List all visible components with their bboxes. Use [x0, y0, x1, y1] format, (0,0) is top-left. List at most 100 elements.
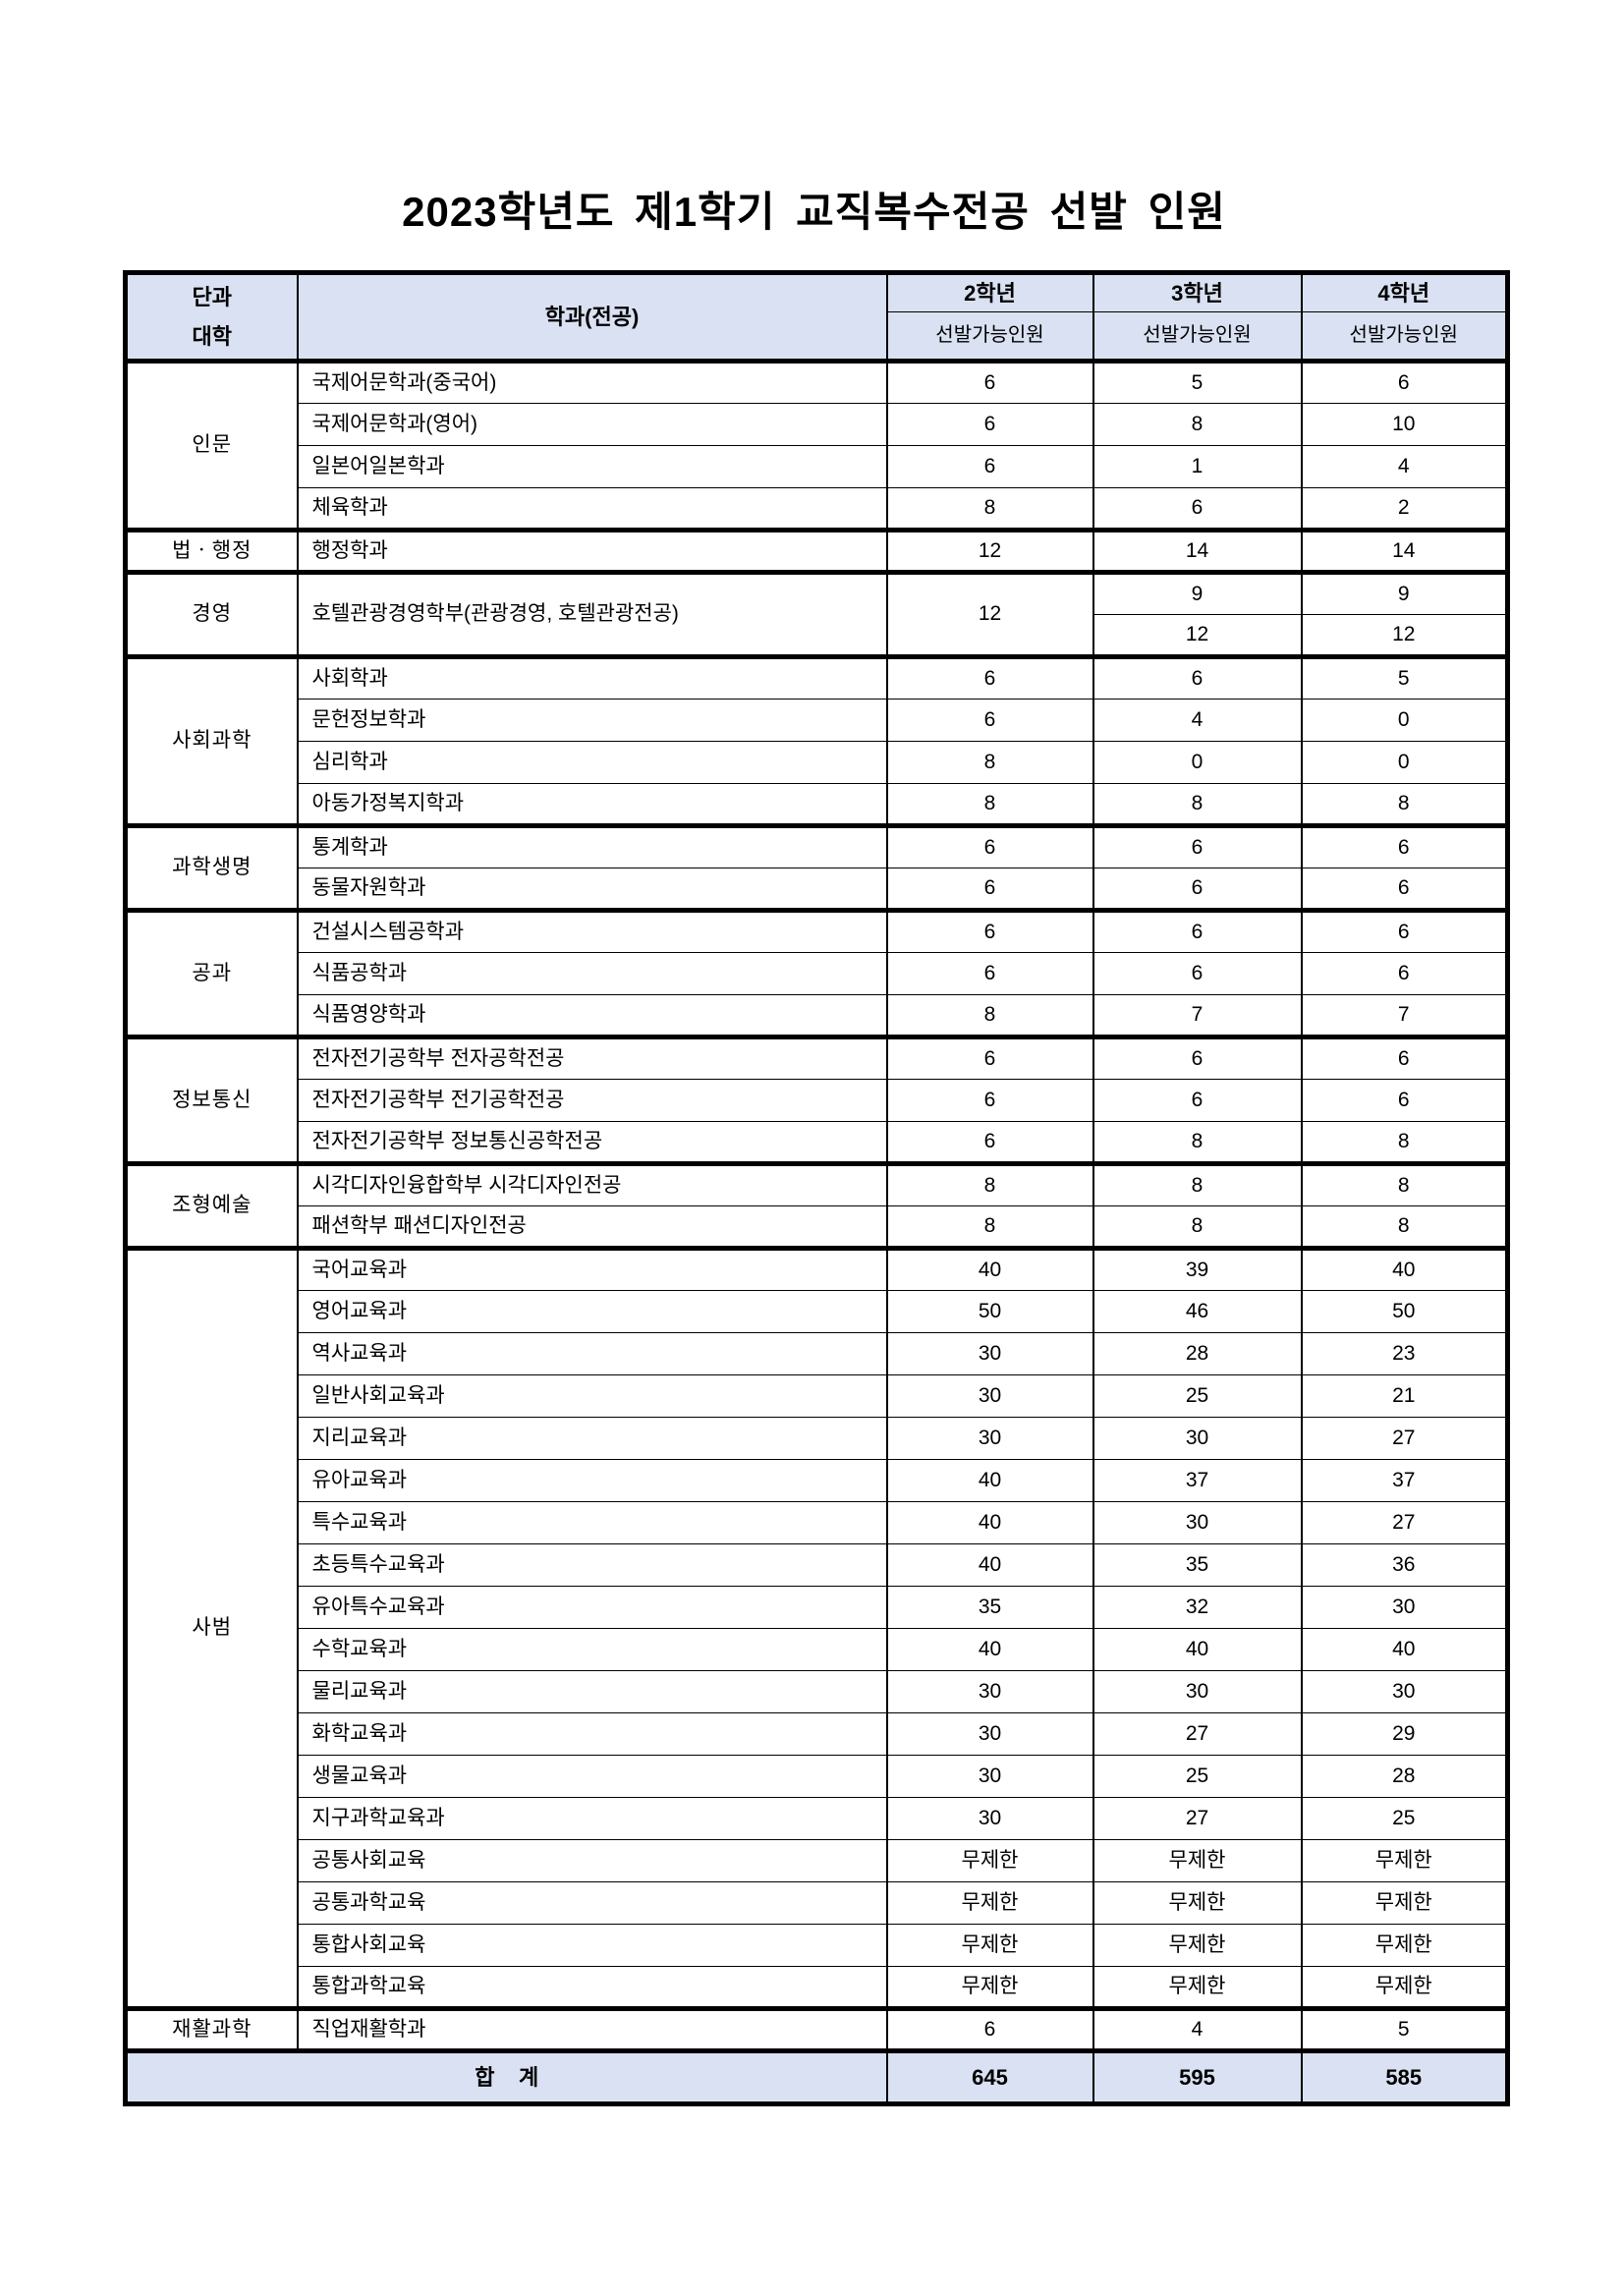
count-cell: 28 — [1092, 1332, 1303, 1375]
table-row: 공과 건설시스템공학과 6 6 6 — [124, 908, 1509, 1037]
count-cell: 6 — [1300, 1079, 1509, 1122]
header-department: 학과(전공) — [296, 272, 888, 362]
table-row: 경영 호텔관광경영학부(관광경영, 호텔관광전공) 12 9 9 — [124, 570, 1509, 657]
count-cell: 12 — [1092, 614, 1303, 657]
college-cell: 사회과학 — [124, 654, 299, 826]
table-row: 유아교육과 40 37 37 — [126, 1459, 1509, 1502]
count-cell: 8 — [885, 1205, 1094, 1249]
count-cell: 6 — [1300, 952, 1509, 995]
count-cell: 8 — [1300, 1121, 1509, 1164]
table-row: 초등특수교육과 40 35 36 — [126, 1543, 1509, 1587]
count-cell: 0 — [1300, 741, 1509, 784]
count-cell: 27 — [1300, 1417, 1509, 1460]
count-cell: 무제한 — [885, 1924, 1094, 1967]
count-cell: 25 — [1092, 1755, 1303, 1798]
table-row: 수학교육과 40 40 40 — [126, 1628, 1509, 1671]
count-cell: 25 — [1092, 1374, 1303, 1418]
dept-cell: 동물자원학과 — [296, 868, 888, 911]
dept-cell: 시각디자인융합학부 시각디자인전공 — [296, 1161, 888, 1206]
page-title: 2023학년도 제1학기 교직복수전공 선발 인원 — [402, 189, 1226, 235]
dept-cell: 문헌정보학과 — [296, 699, 888, 742]
count-cell: 30 — [1300, 1670, 1509, 1713]
header-row-years: 단과 대학 학과(전공) 2학년 3학년 4학년 — [124, 272, 1509, 362]
header-year-2: 2학년 — [885, 272, 1094, 312]
table-row: 체육학과 8 6 2 — [126, 487, 1509, 531]
dept-cell: 체육학과 — [296, 487, 888, 531]
count-cell: 30 — [885, 1332, 1094, 1375]
count-cell: 40 — [1300, 1246, 1509, 1291]
count-cell: 4 — [1092, 699, 1303, 742]
table-body: 인문 국제어문학과(중국어) 6 5 6 국제어문학과(영어) 6 8 10 일… — [124, 359, 1509, 2104]
count-cell: 30 — [885, 1755, 1094, 1798]
table-row: 식품영양학과 8 7 7 — [126, 994, 1509, 1037]
dept-cell: 생물교육과 — [296, 1755, 888, 1798]
count-cell: 10 — [1300, 403, 1509, 446]
count-cell: 8 — [885, 741, 1094, 784]
dept-cell: 호텔관광경영학부(관광경영, 호텔관광전공) — [296, 570, 888, 657]
table-row: 일반사회교육과 30 25 21 — [126, 1374, 1509, 1418]
table-row: 문헌정보학과 6 4 0 — [126, 699, 1509, 742]
table-row: 과학생명 통계학과 6 6 6 — [124, 823, 1509, 911]
table-row: 사회과학 사회학과 6 6 5 — [124, 654, 1509, 826]
table-row: 특수교육과 40 30 27 — [126, 1501, 1509, 1544]
dept-cell: 일반사회교육과 — [296, 1374, 888, 1418]
dept-cell: 심리학과 — [296, 741, 888, 784]
count-cell: 5 — [1300, 654, 1509, 700]
college-cell: 공과 — [124, 908, 299, 1037]
dept-cell: 화학교육과 — [296, 1712, 888, 1756]
count-cell: 8 — [885, 1161, 1094, 1206]
count-cell: 40 — [885, 1543, 1094, 1587]
count-cell: 14 — [1092, 528, 1303, 573]
table-row: 국제어문학과(영어) 6 8 10 — [126, 403, 1509, 446]
dept-cell: 국제어문학과(영어) — [296, 403, 888, 446]
count-cell: 0 — [1300, 699, 1509, 742]
count-cell: 21 — [1300, 1374, 1509, 1418]
count-cell: 무제한 — [1092, 1966, 1303, 2009]
table-row: 일본어일본학과 6 1 4 — [126, 445, 1509, 488]
count-cell: 6 — [885, 359, 1094, 404]
dept-cell: 사회학과 — [296, 654, 888, 700]
college-cell: 경영 — [124, 570, 299, 657]
table-row: 물리교육과 30 30 30 — [126, 1670, 1509, 1713]
college-cell: 재활과학 — [124, 2006, 299, 2051]
total-count-y3: 595 — [1092, 2048, 1303, 2104]
count-cell: 1 — [1092, 445, 1303, 488]
header-row-sub: 선발가능인원 선발가능인원 선발가능인원 — [126, 311, 1509, 364]
dept-cell: 유아교육과 — [296, 1459, 888, 1502]
count-cell: 40 — [885, 1628, 1094, 1671]
header-college-line2: 대학 — [192, 323, 232, 349]
table-row: 아동가정복지학과 8 8 8 — [126, 783, 1509, 826]
table-row: 조형예술 시각디자인융합학부 시각디자인전공 8 8 8 — [124, 1161, 1509, 1249]
count-cell: 8 — [1092, 783, 1303, 826]
count-cell: 35 — [1092, 1543, 1303, 1587]
header-year-3: 3학년 — [1092, 272, 1303, 312]
count-cell: 6 — [1300, 868, 1509, 911]
count-cell: 6 — [885, 952, 1094, 995]
dept-cell: 국제어문학과(중국어) — [296, 359, 888, 404]
dept-cell: 식품영양학과 — [296, 994, 888, 1037]
count-cell: 30 — [885, 1417, 1094, 1460]
count-cell: 7 — [1300, 994, 1509, 1037]
college-cell: 과학생명 — [124, 823, 299, 911]
table-row: 통합과학교육 무제한 무제한 무제한 — [126, 1966, 1509, 2009]
count-cell: 무제한 — [1092, 1881, 1303, 1925]
count-cell: 32 — [1092, 1586, 1303, 1629]
header-college-line1: 단과 — [192, 284, 232, 309]
count-cell: 6 — [885, 445, 1094, 488]
table-row: 통합사회교육 무제한 무제한 무제한 — [126, 1924, 1509, 1967]
total-row: 합 계 645 595 585 — [124, 2048, 1509, 2104]
count-cell: 30 — [885, 1374, 1094, 1418]
dept-cell: 수학교육과 — [296, 1628, 888, 1671]
table-row: 유아특수교육과 35 32 30 — [126, 1586, 1509, 1629]
dept-cell: 초등특수교육과 — [296, 1543, 888, 1587]
dept-cell: 유아특수교육과 — [296, 1586, 888, 1629]
count-cell: 5 — [1300, 2006, 1509, 2051]
count-cell: 30 — [885, 1712, 1094, 1756]
count-cell: 6 — [1092, 1079, 1303, 1122]
dept-cell: 건설시스템공학과 — [296, 908, 888, 953]
table-row: 재활과학 직업재활학과 6 4 5 — [124, 2006, 1509, 2051]
table-row: 패션학부 패션디자인전공 8 8 8 — [126, 1205, 1509, 1249]
dept-cell: 전자전기공학부 전기공학전공 — [296, 1079, 888, 1122]
dept-cell: 전자전기공학부 전자공학전공 — [296, 1035, 888, 1080]
total-count-y2: 645 — [885, 2048, 1094, 2104]
